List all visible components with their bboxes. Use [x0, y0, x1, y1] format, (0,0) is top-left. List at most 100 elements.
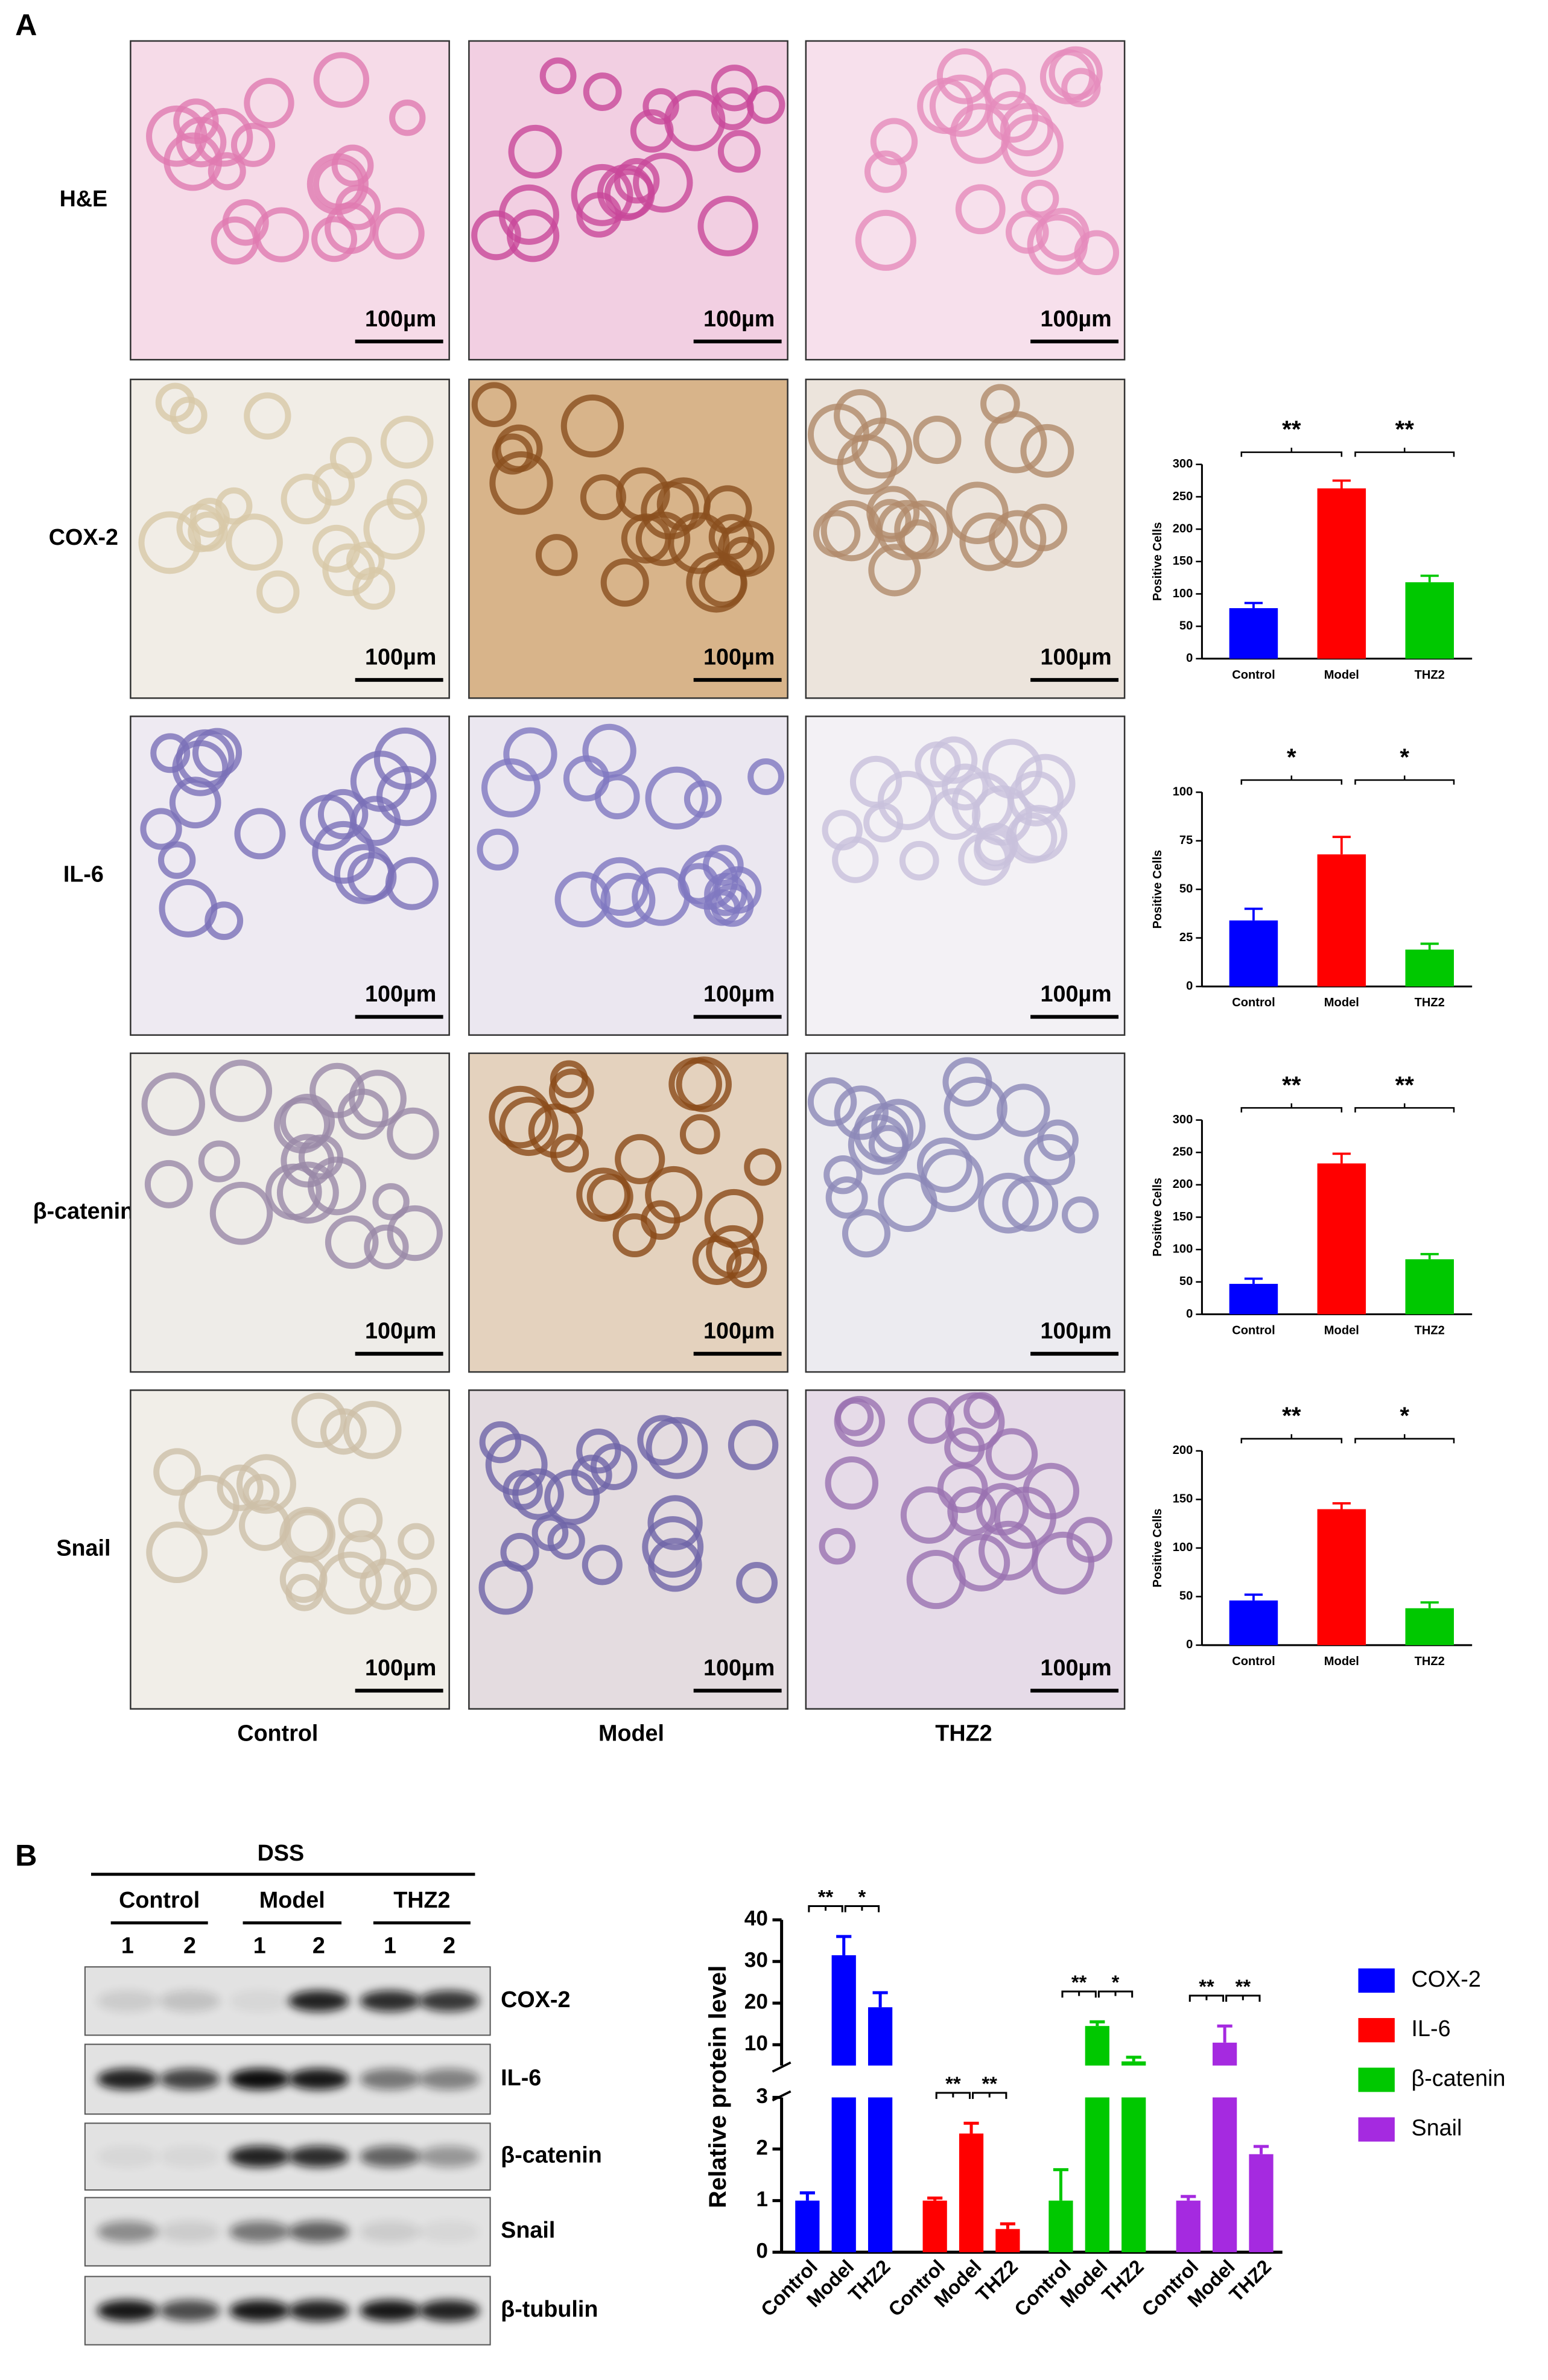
tissue-crypt	[471, 210, 521, 261]
x-tick-label: THZ2	[844, 2255, 895, 2306]
tissue-crypt	[141, 1072, 205, 1136]
tissue-crypt	[820, 500, 882, 562]
bar	[1213, 2097, 1237, 2253]
tissue-crypt	[343, 1401, 402, 1459]
tissue-crypt	[963, 1392, 1001, 1429]
tissue-crypt	[1002, 1175, 1059, 1232]
tissue-crypt	[338, 1497, 383, 1543]
bar	[1229, 608, 1278, 659]
bar	[1405, 1259, 1454, 1315]
y-axis-label: Positive Cells	[1151, 1509, 1164, 1588]
tissue-crypt	[372, 1183, 410, 1220]
tissue-crypt	[717, 130, 761, 173]
tissue-crypt	[244, 392, 291, 440]
lane-label: 2	[312, 1933, 325, 1958]
scale-bar-label: 100µm	[365, 981, 436, 1006]
tissue-crypt	[285, 1509, 334, 1558]
tissue-crypt	[590, 857, 650, 916]
y-tick-label: 25	[1179, 931, 1193, 944]
y-tick-label: 0	[1186, 979, 1193, 992]
bar	[1085, 2026, 1109, 2066]
significance-label: **	[1071, 1971, 1087, 1993]
tissue-crypt	[959, 512, 1018, 571]
blot-band	[419, 2068, 480, 2090]
tissue-crypt	[299, 794, 357, 851]
tissue-crypt	[489, 1085, 551, 1149]
tissue-crypt	[703, 485, 752, 534]
blot-band	[229, 2221, 290, 2242]
tissue-crypt	[189, 498, 230, 538]
blot-band	[419, 1990, 480, 2012]
y-tick-label: 300	[1173, 457, 1193, 471]
treatment-label: DSS	[258, 1840, 305, 1865]
tissue-crypt	[481, 758, 541, 817]
bar	[868, 2097, 893, 2253]
protein-label: COX-2	[501, 1987, 570, 2012]
tissue-crypt	[188, 512, 228, 552]
tissue-crypt	[908, 1397, 955, 1444]
tissue-crypt	[1020, 424, 1074, 478]
tissue-crypt	[597, 164, 654, 221]
x-tick-label: Model	[1324, 1324, 1359, 1338]
tissue-crypt	[349, 1070, 407, 1128]
tissue-crypt	[236, 1454, 296, 1514]
tissue-crypt	[676, 1056, 732, 1112]
tissue-crypt	[1005, 211, 1049, 254]
tissue-crypt	[842, 1209, 891, 1258]
significance-label: *	[1400, 1402, 1409, 1429]
tissue-crypt	[1039, 49, 1096, 104]
y-tick-label: 50	[1179, 619, 1193, 632]
x-tick-label: THZ2	[1097, 2255, 1148, 2306]
tissue-crypt	[697, 195, 758, 256]
bar	[1229, 1600, 1278, 1645]
y-tick-label: 40	[744, 1907, 768, 1931]
bar	[959, 2133, 984, 2253]
tissue-crypt	[944, 1427, 985, 1468]
significance-label: *	[1400, 743, 1409, 770]
y-tick-label: 250	[1173, 1146, 1193, 1159]
x-tick-label: THZ2	[1225, 2255, 1275, 2306]
tissue-crypt	[582, 1544, 623, 1585]
bar	[1317, 1509, 1366, 1645]
legend-swatch	[1358, 2018, 1395, 2043]
tissue-crypt	[331, 144, 374, 187]
tissue-crypt	[155, 382, 195, 422]
tissue-crypt	[615, 1134, 665, 1184]
blot-band	[159, 2300, 220, 2321]
tissue-crypt	[941, 763, 989, 811]
significance-bracket	[1354, 775, 1455, 785]
y-tick-label: 150	[1173, 554, 1193, 568]
tissue-crypt	[1024, 1134, 1076, 1185]
tissue-crypt	[702, 845, 744, 886]
y-axis-label: Relative protein level	[704, 1966, 731, 2209]
row-label: IL-6	[63, 861, 104, 886]
significance-bracket	[1354, 448, 1455, 457]
significance-label: **	[1282, 1071, 1301, 1099]
tissue-crypt	[971, 785, 1032, 846]
scale-bar-label: 100µm	[365, 306, 436, 331]
y-tick-label: 200	[1173, 522, 1193, 535]
tissue-crypt	[153, 1448, 201, 1496]
tissue-crypt	[864, 150, 907, 193]
tissue-crypt	[832, 836, 879, 883]
tissue-crypt	[489, 451, 553, 515]
significance-bracket	[1225, 1994, 1261, 2002]
tissue-crypt	[997, 1084, 1050, 1137]
tissue-crypt	[205, 901, 244, 941]
tissue-crypt	[387, 1107, 439, 1160]
tissue-crypt	[1021, 179, 1059, 218]
significance-label: **	[945, 2072, 961, 2095]
y-tick-label: 300	[1173, 1113, 1193, 1126]
panel-label: B	[15, 1838, 37, 1872]
tissue-crypt	[988, 510, 1047, 568]
tissue-crypt	[281, 1134, 335, 1188]
tissue-crypt	[825, 1176, 868, 1219]
column-label: Control	[237, 1720, 318, 1745]
micrograph	[468, 1052, 788, 1373]
tissue-crypt	[708, 514, 755, 560]
row-label: Snail	[56, 1535, 110, 1560]
y-tick-label: 20	[744, 1990, 768, 2014]
legend-swatch	[1358, 2067, 1395, 2092]
bar	[1121, 2097, 1146, 2253]
